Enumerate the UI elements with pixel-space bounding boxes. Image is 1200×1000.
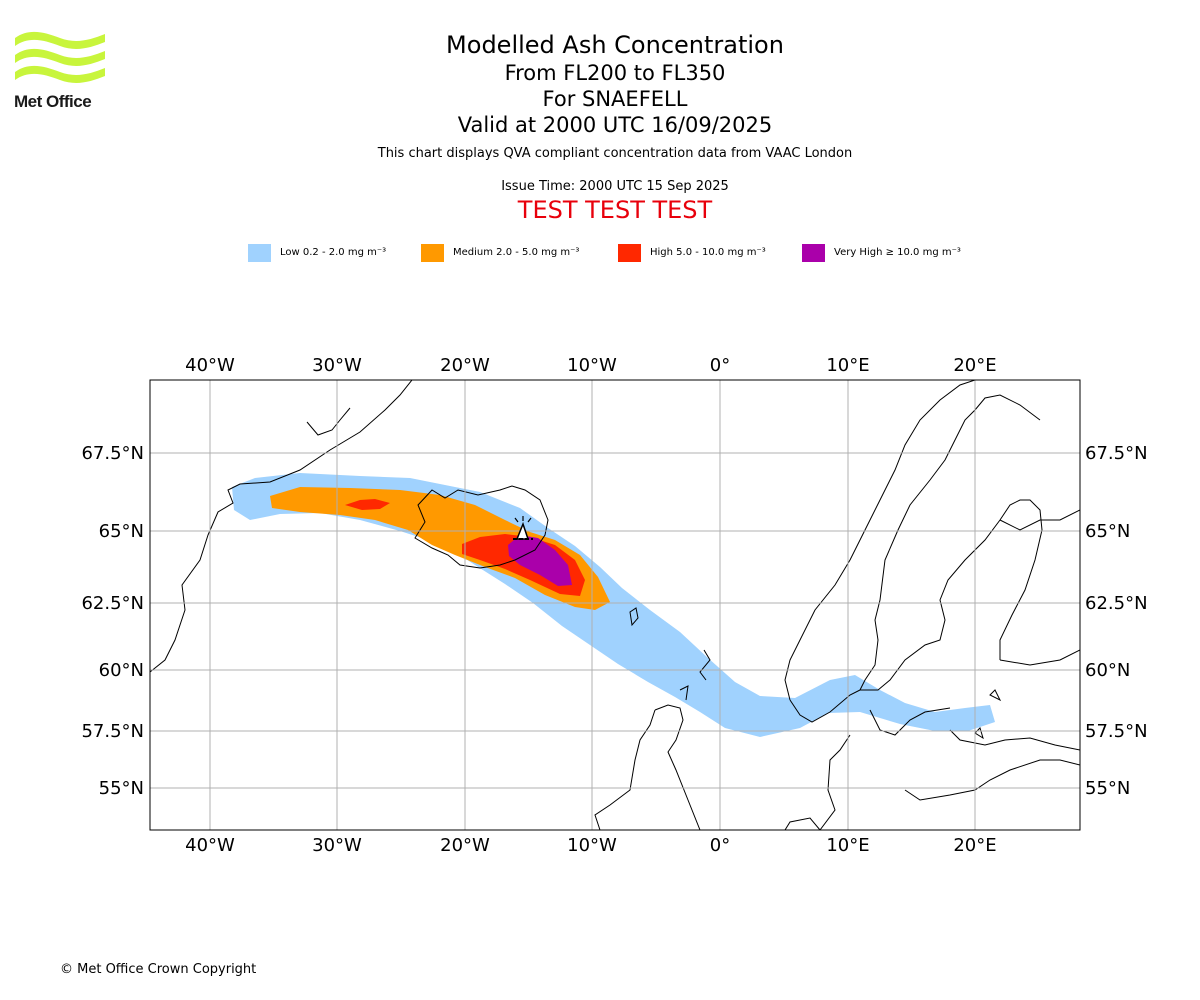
- legend-label: Medium 2.0 - 5.0 mg m⁻³: [453, 247, 580, 258]
- lat-tick-label: 60°N: [1085, 660, 1130, 681]
- lat-tick-label: 65°N: [99, 521, 144, 542]
- legend-swatch: [802, 244, 825, 262]
- legend-label: Low 0.2 - 2.0 mg m⁻³: [280, 247, 387, 258]
- longitude-labels-bottom: 40°W 30°W 20°W 10°W 0° 10°E 20°E: [185, 835, 996, 856]
- met-office-waves-icon: [15, 31, 105, 83]
- lon-tick-label: 40°W: [185, 835, 235, 856]
- lat-tick-label: 62.5°N: [1085, 593, 1148, 614]
- lat-tick-label: 57.5°N: [81, 721, 144, 742]
- lon-tick-label: 10°E: [826, 355, 869, 376]
- lon-tick-label: 20°E: [953, 355, 996, 376]
- legend-swatch: [248, 244, 271, 262]
- flight-level-range: From FL200 to FL350: [504, 61, 726, 85]
- latitude-labels-left: 67.5°N 65°N 62.5°N 60°N 57.5°N 55°N: [81, 443, 144, 799]
- lon-tick-label: 10°E: [826, 835, 869, 856]
- legend-swatch: [421, 244, 444, 262]
- legend-swatch: [618, 244, 641, 262]
- lon-tick-label: 10°W: [567, 355, 617, 376]
- met-office-logo: Met Office: [14, 30, 109, 112]
- graticule: [150, 380, 1080, 830]
- lat-tick-label: 57.5°N: [1085, 721, 1148, 742]
- lon-tick-label: 30°W: [312, 355, 362, 376]
- lat-tick-label: 65°N: [1085, 521, 1130, 542]
- legend-label: Very High ≥ 10.0 mg m⁻³: [834, 247, 961, 258]
- lon-tick-label: 20°W: [440, 835, 490, 856]
- test-banner: TEST TEST TEST: [517, 196, 713, 224]
- issue-time: Issue Time: 2000 UTC 15 Sep 2025: [501, 179, 729, 194]
- map-frame: [149, 379, 1081, 831]
- lat-tick-label: 60°N: [99, 660, 144, 681]
- legend-label: High 5.0 - 10.0 mg m⁻³: [650, 247, 766, 258]
- copyright-notice: © Met Office Crown Copyright: [60, 962, 257, 977]
- ash-area-medium: [270, 487, 610, 610]
- lon-tick-label: 40°W: [185, 355, 235, 376]
- lat-tick-label: 62.5°N: [81, 593, 144, 614]
- longitude-labels-top: 40°W 30°W 20°W 10°W 0° 10°E 20°E: [185, 355, 996, 376]
- lat-tick-label: 67.5°N: [81, 443, 144, 464]
- lon-tick-label: 20°W: [440, 355, 490, 376]
- ash-area-high: [345, 499, 390, 510]
- lat-tick-label: 55°N: [1085, 778, 1130, 799]
- ash-area-low: [232, 473, 995, 737]
- lon-tick-label: 0°: [710, 835, 730, 856]
- lat-tick-label: 55°N: [99, 778, 144, 799]
- chart-titles: Modelled Ash Concentration From FL200 to…: [0, 30, 1200, 224]
- volcano-name: For SNAEFELL: [542, 87, 688, 111]
- lon-tick-label: 20°E: [953, 835, 996, 856]
- ash-area-very-high: [508, 535, 572, 586]
- valid-time: Valid at 2000 UTC 16/09/2025: [457, 113, 773, 137]
- coastlines: [150, 380, 1080, 830]
- chart-subtitle: This chart displays QVA compliant concen…: [377, 146, 853, 161]
- chart-title: Modelled Ash Concentration: [446, 31, 784, 59]
- volcano-marker: [513, 516, 533, 540]
- lon-tick-label: 10°W: [567, 835, 617, 856]
- lon-tick-label: 30°W: [312, 835, 362, 856]
- lat-tick-label: 67.5°N: [1085, 443, 1148, 464]
- lon-tick-label: 0°: [710, 355, 730, 376]
- latitude-labels-right: 67.5°N 65°N 62.5°N 60°N 57.5°N 55°N: [1085, 443, 1148, 799]
- met-office-logo-text: Met Office: [14, 92, 92, 111]
